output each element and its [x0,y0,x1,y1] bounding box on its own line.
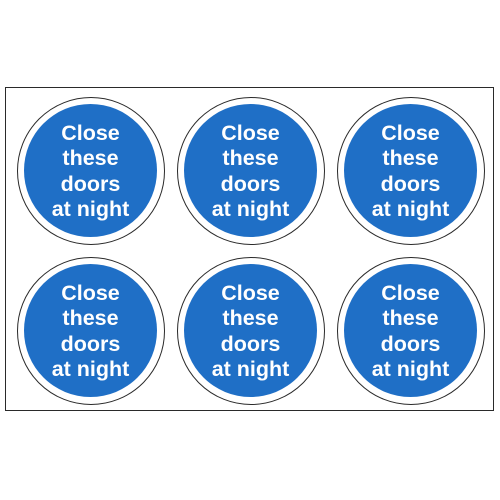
sign-text-line: at night [211,197,290,221]
sign-text-line: Close [61,120,120,145]
sticker-1: Close these doors at night [17,97,165,245]
sign-text-line: doors [220,331,281,356]
mandatory-sign-disc: Close these doors at night [344,264,477,397]
sign-text-line: Close [221,280,280,305]
sticker-6: Close these doors at night [337,257,485,405]
sign-text-line: doors [60,171,121,196]
sign-text: Close these doors at night [52,281,130,383]
sign-text: Close these doors at night [52,121,130,223]
mandatory-sign-disc: Close these doors at night [24,264,157,397]
sign-text-line: these [222,146,279,170]
mandatory-sign-disc: Close these doors at night [24,104,157,237]
sign-text-line: these [382,146,439,170]
sticker-4: Close these doors at night [17,257,165,405]
mandatory-sign-disc: Close these doors at night [344,104,477,237]
sign-text: Close these doors at night [212,121,290,223]
sign-text: Close these doors at night [372,281,450,383]
mandatory-sign-disc: Close these doors at night [184,264,317,397]
sign-text-line: at night [371,357,450,381]
sign-text-line: doors [220,171,281,196]
sticker-3: Close these doors at night [337,97,485,245]
sign-text-line: these [62,146,119,170]
sticker-5: Close these doors at night [177,257,325,405]
sign-text-line: at night [51,357,130,381]
sign-text-line: Close [381,120,440,145]
sign-text-line: these [222,306,279,330]
sign-text-line: doors [380,171,441,196]
sign-text-line: doors [380,331,441,356]
sign-text-line: these [62,306,119,330]
sign-text-line: at night [211,357,290,381]
sign-text-line: at night [371,197,450,221]
sign-text-line: at night [51,197,130,221]
sign-text: Close these doors at night [212,281,290,383]
sign-text-line: doors [60,331,121,356]
mandatory-sign-disc: Close these doors at night [184,104,317,237]
sticker-2: Close these doors at night [177,97,325,245]
sign-text-line: these [382,306,439,330]
sign-text-line: Close [381,280,440,305]
sign-text-line: Close [61,280,120,305]
sticker-sheet: Close these doors at night Close these d… [5,87,494,411]
sign-text-line: Close [221,120,280,145]
sign-text: Close these doors at night [372,121,450,223]
